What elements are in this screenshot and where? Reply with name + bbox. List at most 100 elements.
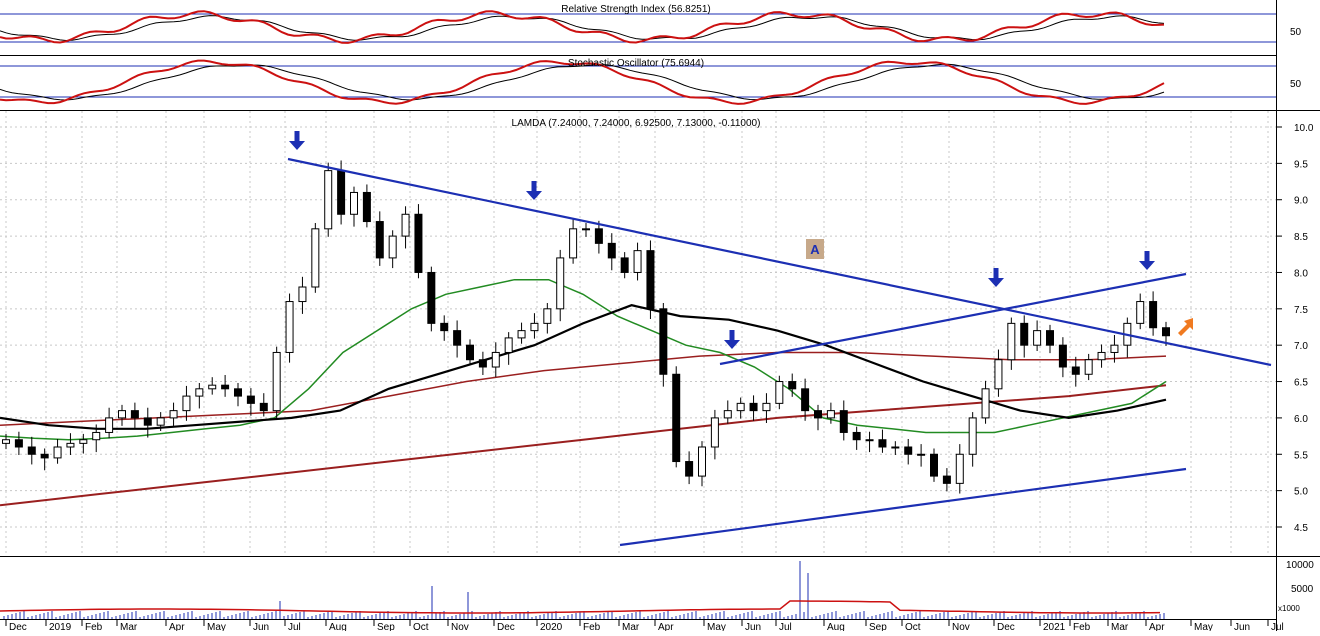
candle-up: [105, 417, 114, 433]
candle-up: [350, 191, 358, 215]
candle-down: [440, 322, 449, 332]
x-tick-label: Mar: [622, 622, 640, 631]
y-tick-label: 5.5: [1294, 450, 1308, 461]
rsi-panel: Relative Strength Index (56.8251) 50: [0, 4, 1302, 44]
y-tick-label: 6.0: [1294, 414, 1308, 425]
candle-up: [530, 322, 539, 332]
moving-averages: [0, 278, 1167, 507]
candle-down: [427, 271, 436, 324]
x-tick-label: Apr: [658, 622, 674, 631]
x-tick-label: Sep: [869, 622, 887, 631]
candle-down: [14, 439, 23, 448]
candle-up: [710, 417, 719, 448]
candle-up: [556, 257, 565, 310]
x-tick-label: Jun: [1234, 622, 1250, 631]
candle-down: [362, 191, 371, 223]
volume-average-line: [0, 600, 1161, 614]
candle-down: [1046, 330, 1054, 346]
stochastic-title: Stochastic Oscillator (75.6944): [568, 58, 704, 69]
stochastic-signal-line: [0, 63, 1165, 101]
x-tick-label: Oct: [905, 622, 921, 631]
trendlines: [287, 157, 1272, 547]
candle-up: [1033, 330, 1042, 346]
candle-up: [865, 439, 874, 442]
candle-up: [1136, 301, 1145, 324]
candle-up: [994, 359, 1003, 390]
x-tick-label: Feb: [1073, 622, 1091, 631]
candle-up: [2, 439, 10, 444]
candle-up: [1084, 359, 1093, 375]
candle-down: [594, 228, 603, 244]
grid: [0, 111, 1276, 556]
candle-up: [272, 351, 281, 412]
volume-bars: [3, 561, 1165, 619]
candle-down: [878, 439, 887, 448]
candle-up: [1007, 322, 1016, 361]
candle-up: [169, 410, 178, 419]
x-tick-label: Nov: [952, 622, 970, 631]
rsi-title: Relative Strength Index (56.8251): [561, 4, 711, 15]
date-axis: Dec 2019 Feb Mar Apr May Jun Jul Aug Sep Oct Nov Dec…: [5, 620, 1284, 633]
x-tick-label: May: [207, 622, 226, 631]
candle-up: [324, 170, 333, 230]
candle-up: [156, 417, 165, 426]
x-tick-label: 2019: [49, 622, 72, 631]
candle-down: [904, 446, 913, 455]
down-arrow-icon: [526, 181, 542, 200]
candle-up: [53, 446, 62, 459]
ma-red-short-line: [0, 351, 1167, 426]
down-arrow-icon: [724, 330, 740, 349]
candle-up: [285, 301, 294, 353]
y-tick-label: 7.5: [1294, 305, 1308, 316]
down-arrow-icon: [289, 131, 305, 150]
x-tick-label: Aug: [827, 622, 845, 631]
x-tick-label: Nov: [451, 622, 469, 631]
candle-down: [930, 453, 938, 477]
price-panel: LAMDA (7.24000, 7.24000, 6.92500, 7.1300…: [0, 118, 1314, 547]
trendline: [719, 272, 1187, 366]
x-tick-label: Jul: [288, 622, 301, 631]
candle-up: [698, 446, 706, 477]
candle-up: [118, 410, 126, 419]
candle-down: [259, 402, 268, 412]
x-tick-label: Oct: [413, 622, 429, 631]
candle-up: [92, 431, 101, 441]
candle-up: [582, 228, 590, 231]
candle-up: [826, 410, 835, 419]
price-title: LAMDA (7.24000, 7.24000, 6.92500, 7.1300…: [512, 118, 761, 129]
candle-up: [762, 402, 771, 412]
candle-down: [685, 461, 694, 477]
candle-down: [646, 250, 655, 310]
candle-down: [246, 395, 255, 404]
annotation-a-text: A: [810, 242, 820, 257]
x-tick-label: May: [1194, 622, 1213, 631]
trendline: [287, 157, 1272, 367]
trendline: [619, 467, 1187, 547]
candle-down: [414, 213, 423, 273]
highlight-arrow-icon: [1178, 318, 1193, 336]
x-tick-label: Dec: [9, 622, 27, 631]
y-tick-label: 8.0: [1294, 268, 1308, 279]
candle-up: [401, 213, 410, 237]
x-tick-label: 2021: [1043, 622, 1066, 631]
candle-down: [130, 410, 139, 419]
x-tick-label: Apr: [169, 622, 185, 631]
candle-up: [79, 439, 88, 444]
x-tick-label: 2020: [540, 622, 563, 631]
x-tick-label: Feb: [583, 622, 601, 631]
candle-down: [27, 446, 36, 455]
candle-up: [208, 384, 217, 390]
stochastic-panel: Stochastic Oscillator (75.6944) 50: [0, 58, 1302, 105]
candle-down: [337, 170, 346, 215]
candle-up: [543, 308, 552, 324]
candle-down: [1162, 327, 1170, 337]
candle-up: [491, 351, 500, 368]
x-tick-label: Apr: [1149, 622, 1165, 631]
candle-up: [298, 286, 307, 303]
candle-down: [814, 410, 822, 419]
rsi-signal-line: [0, 15, 1165, 42]
x-tick-label: Jul: [1271, 622, 1284, 631]
candle-down: [788, 381, 797, 390]
rsi-axis-label: 50: [1290, 27, 1302, 38]
